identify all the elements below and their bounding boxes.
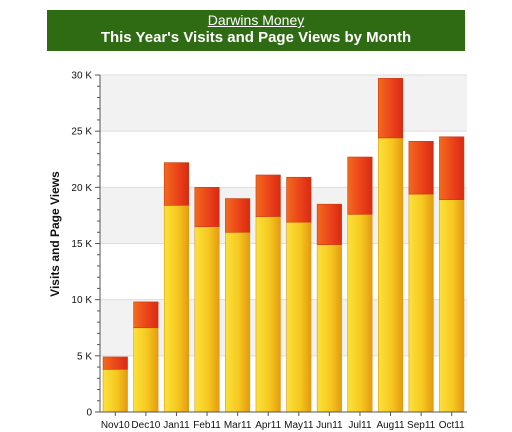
bar-page-views	[255, 174, 281, 217]
chart-title: This Year's Visits and Page Views by Mon…	[100, 29, 412, 46]
y-tick-label: 5 K	[77, 351, 92, 362]
x-tick-label: May11	[284, 420, 314, 431]
bar-visits	[286, 221, 312, 413]
bar-page-views	[408, 140, 434, 195]
x-tick-label: Mar11	[224, 420, 252, 431]
chart-header: Darwins Money This Year's Visits and Pag…	[47, 10, 465, 51]
x-tick-label: Sep11	[407, 420, 436, 431]
y-tick-label: 20 K	[71, 183, 92, 194]
bar-page-views	[225, 198, 251, 233]
y-tick-label: 0	[86, 408, 92, 419]
bar-page-views	[316, 203, 342, 245]
x-tick-label: Nov10	[101, 420, 130, 431]
bar-page-views	[163, 162, 189, 206]
bar-page-views	[347, 156, 373, 215]
bar-page-views	[133, 301, 159, 329]
grid-band	[100, 299, 467, 356]
bar-visits	[439, 199, 465, 413]
x-tick-label: Jan11	[163, 420, 190, 431]
y-tick-label: 10 K	[71, 295, 92, 306]
bar-visits	[316, 244, 342, 413]
grid-band	[100, 187, 467, 244]
x-tick-label: Apr11	[255, 420, 281, 431]
bar-visits	[408, 193, 434, 413]
x-tick-label: Jun11	[316, 420, 343, 431]
x-tick-label: Feb11	[193, 420, 221, 431]
bar-page-views	[194, 187, 220, 227]
bar-page-views	[286, 176, 312, 223]
grid-band	[100, 75, 467, 132]
x-tick-label: Oct11	[439, 420, 465, 431]
bar-visits	[378, 137, 404, 413]
bar-visits	[194, 226, 220, 413]
bar-page-views	[439, 136, 465, 200]
y-tick-label: 25 K	[71, 127, 92, 138]
x-tick-label: Aug11	[376, 420, 405, 431]
x-tick-label: Dec10	[131, 420, 160, 431]
site-name-link[interactable]: Darwins Money	[207, 12, 305, 28]
y-axis-label: Visits and Page Views	[48, 171, 62, 297]
bar-page-views	[378, 78, 404, 139]
x-tick-label: Jul11	[348, 420, 372, 431]
bar-visits	[255, 216, 281, 413]
bar-visits	[163, 205, 189, 413]
bar-visits	[347, 213, 373, 413]
bar-page-views	[102, 356, 128, 370]
bar-visits	[102, 369, 128, 413]
y-tick-label: 15 K	[71, 239, 92, 250]
bar-visits	[225, 231, 251, 413]
y-tick-label: 30 K	[71, 71, 92, 82]
bar-visits	[133, 327, 159, 413]
